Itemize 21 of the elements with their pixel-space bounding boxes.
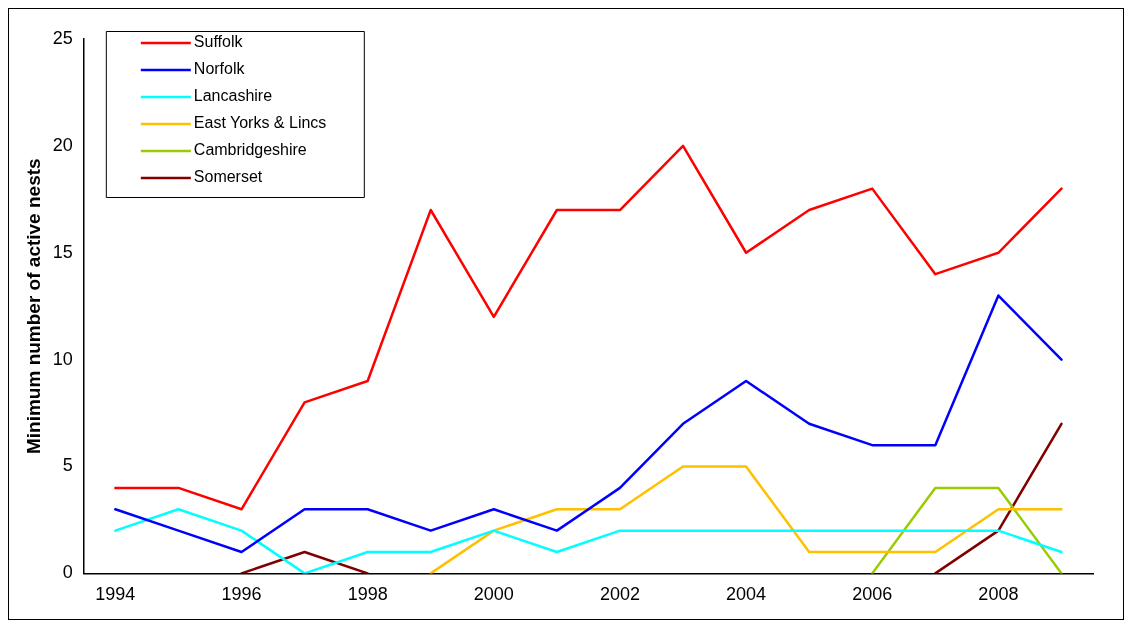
y-tick-label: 0 [62, 562, 73, 583]
x-tick-label: 1994 [95, 584, 136, 605]
y-tick-label: 5 [62, 455, 73, 476]
x-tick-label: 1996 [221, 584, 262, 605]
x-tick-label: 1998 [347, 584, 388, 605]
x-tick-label: 2004 [726, 584, 767, 605]
y-axis-title: Minimum number of active nests [22, 158, 44, 455]
x-tick-label: 2000 [473, 584, 514, 605]
y-tick-label: 25 [52, 27, 73, 48]
y-tick-label: 15 [52, 241, 73, 262]
legend-label: Norfolk [193, 60, 246, 78]
y-tick-label: 10 [52, 348, 73, 369]
legend-label: Cambridgeshire [193, 141, 307, 159]
legend-label: Suffolk [193, 33, 244, 51]
legend-label: Lancashire [193, 87, 273, 105]
x-tick-label: 2008 [978, 584, 1019, 605]
y-tick-label: 20 [52, 134, 73, 155]
legend-label: East Yorks & Lincs [193, 114, 327, 132]
x-tick-label: 2002 [599, 584, 640, 605]
x-tick-label: 2006 [852, 584, 893, 605]
legend-label: Somerset [193, 168, 263, 186]
